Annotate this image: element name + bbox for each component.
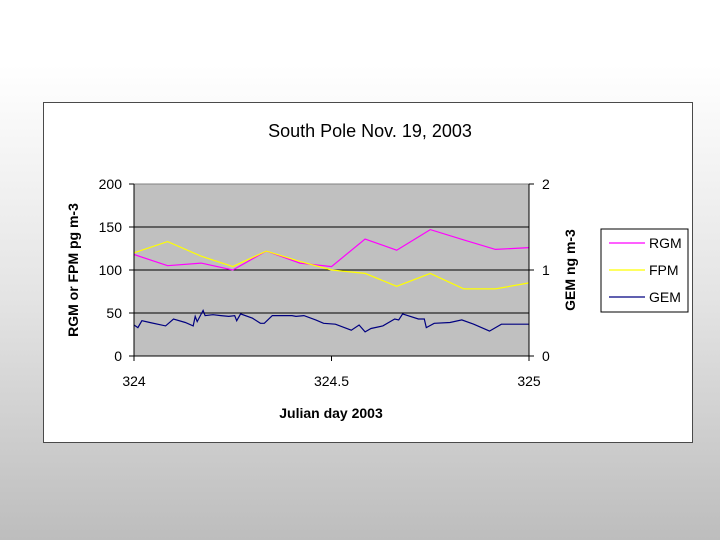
left-tick-label-2: 100 — [99, 262, 123, 278]
x-tick-label-2: 325 — [517, 373, 541, 389]
right-axis-ticks: 0 1 2 — [529, 176, 550, 364]
left-tick-label-4: 200 — [99, 176, 123, 192]
right-tick-label-2: 2 — [542, 176, 550, 192]
series-line-fpm — [133, 240, 530, 290]
y-axis-label-right: GEM ng m-3 — [562, 229, 578, 311]
legend: RGM FPM GEM — [600, 228, 689, 313]
left-axis-ticks: 0 50 100 150 200 — [99, 176, 134, 364]
legend-label-fpm: FPM — [649, 262, 679, 278]
right-tick-label-0: 0 — [542, 348, 550, 364]
right-tick-label-1: 1 — [542, 262, 550, 278]
series-line-rgm — [133, 228, 530, 271]
left-tick-label-3: 150 — [99, 219, 123, 235]
x-axis-ticks: 324 324.5 325 — [122, 356, 541, 389]
x-tick-label-0: 324 — [122, 373, 146, 389]
right-axis: 0 1 2 — [528, 176, 550, 364]
legend-label-rgm: RGM — [649, 235, 682, 251]
legend-items: RGM FPM GEM — [609, 235, 682, 305]
chart-area: South Pole Nov. 19, 2003 0 50 100 150 200 0 1… — [43, 102, 693, 443]
x-axis: 324 324.5 325 — [122, 355, 541, 389]
y-axis-label-left: RGM or FPM pg m-3 — [65, 203, 81, 337]
series-line-gem — [133, 308, 529, 333]
x-tick-label-1: 324.5 — [314, 373, 349, 389]
left-tick-label-0: 0 — [114, 348, 122, 364]
chart-title: South Pole Nov. 19, 2003 — [268, 121, 472, 141]
x-axis-label: Julian day 2003 — [279, 405, 383, 421]
line-chart: South Pole Nov. 19, 2003 0 50 100 150 200 0 1… — [65, 121, 689, 421]
left-axis: 0 50 100 150 200 — [99, 176, 135, 364]
left-tick-label-1: 50 — [106, 305, 122, 321]
legend-label-gem: GEM — [649, 289, 681, 305]
series-layer — [133, 228, 530, 333]
